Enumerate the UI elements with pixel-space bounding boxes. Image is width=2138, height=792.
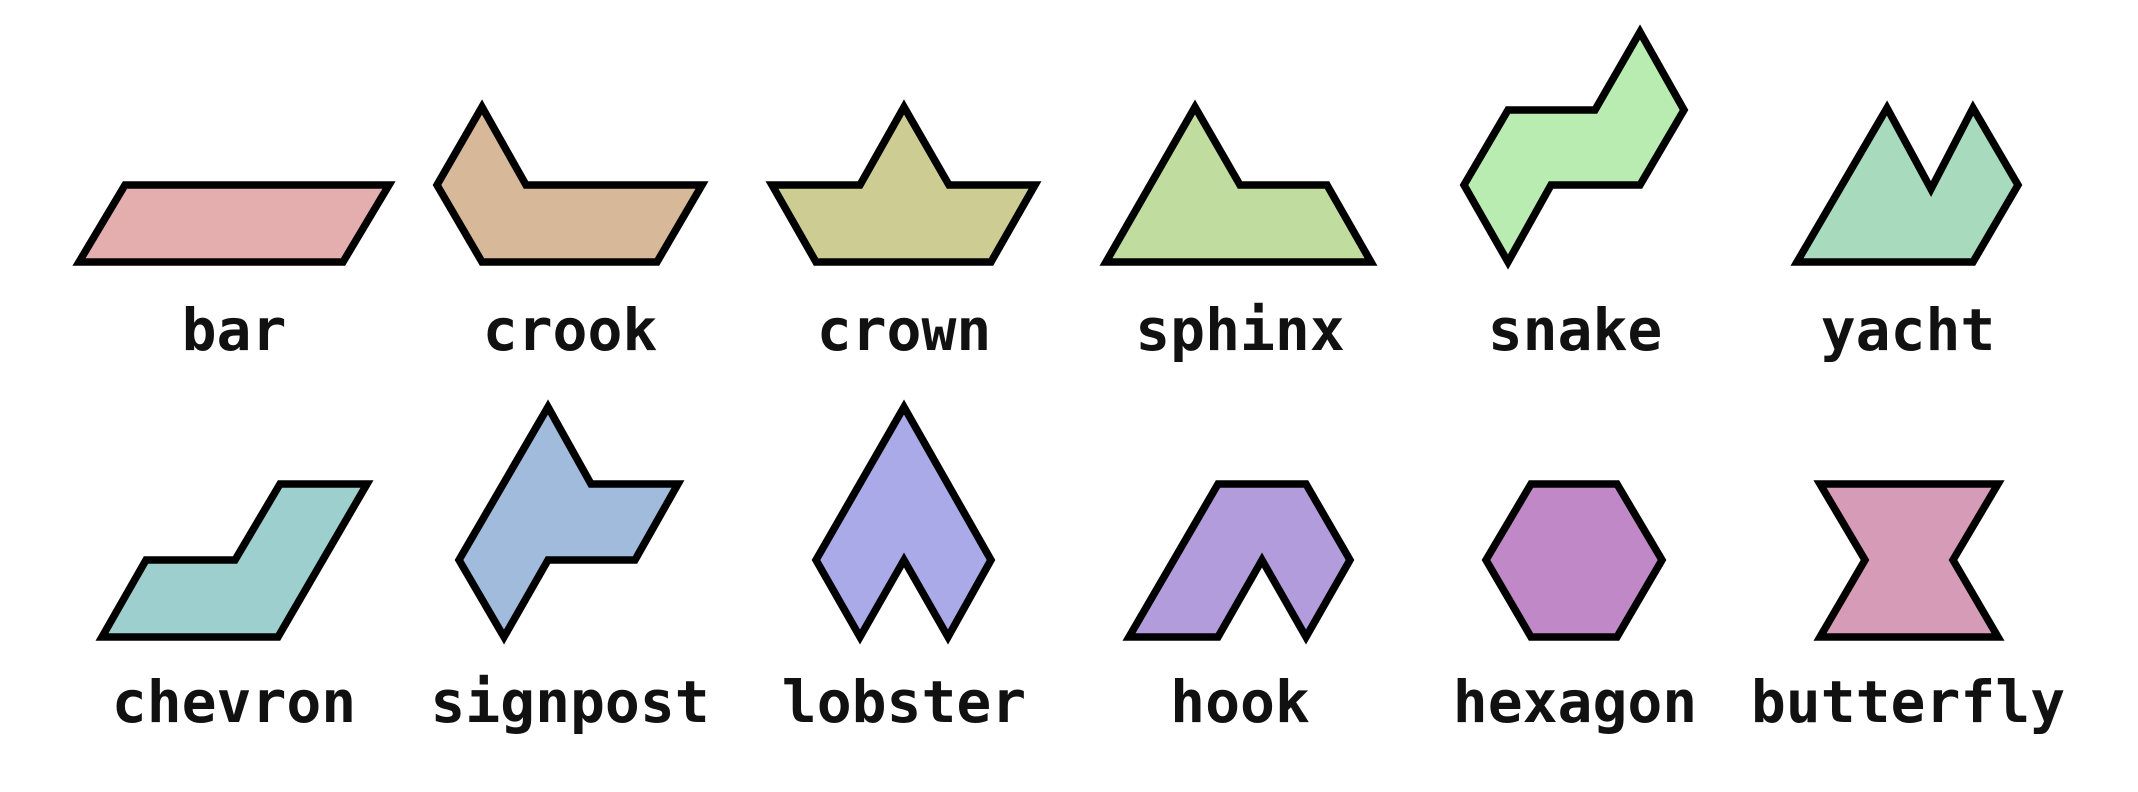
crook-label: crook [483, 296, 658, 364]
lobster-label: lobster [782, 668, 1026, 736]
hexagon-label: hexagon [1453, 668, 1697, 736]
signpost-label: signpost [430, 668, 709, 736]
crown-shape [765, 99, 1042, 266]
lobster-shape [811, 399, 996, 645]
yacht-shape [1790, 100, 2023, 266]
chevron-label: chevron [112, 668, 356, 736]
bar-shape [72, 181, 396, 266]
chevron-shape [95, 480, 374, 641]
crook-shape [432, 99, 709, 266]
sphinx-shape [1099, 99, 1378, 266]
sphinx-label: sphinx [1135, 296, 1345, 364]
hexagon-shape [1481, 480, 1667, 641]
butterfly-shape [1813, 480, 2005, 641]
hook-label: hook [1170, 668, 1310, 736]
snake-label: snake [1488, 296, 1663, 364]
signpost-shape [454, 399, 685, 645]
bar-label: bar [182, 296, 287, 364]
crown-label: crown [817, 296, 992, 364]
yacht-label: yacht [1821, 296, 1996, 364]
butterfly-label: butterfly [1751, 668, 2065, 736]
snake-shape [1459, 24, 1689, 270]
hook-shape [1122, 480, 1355, 645]
